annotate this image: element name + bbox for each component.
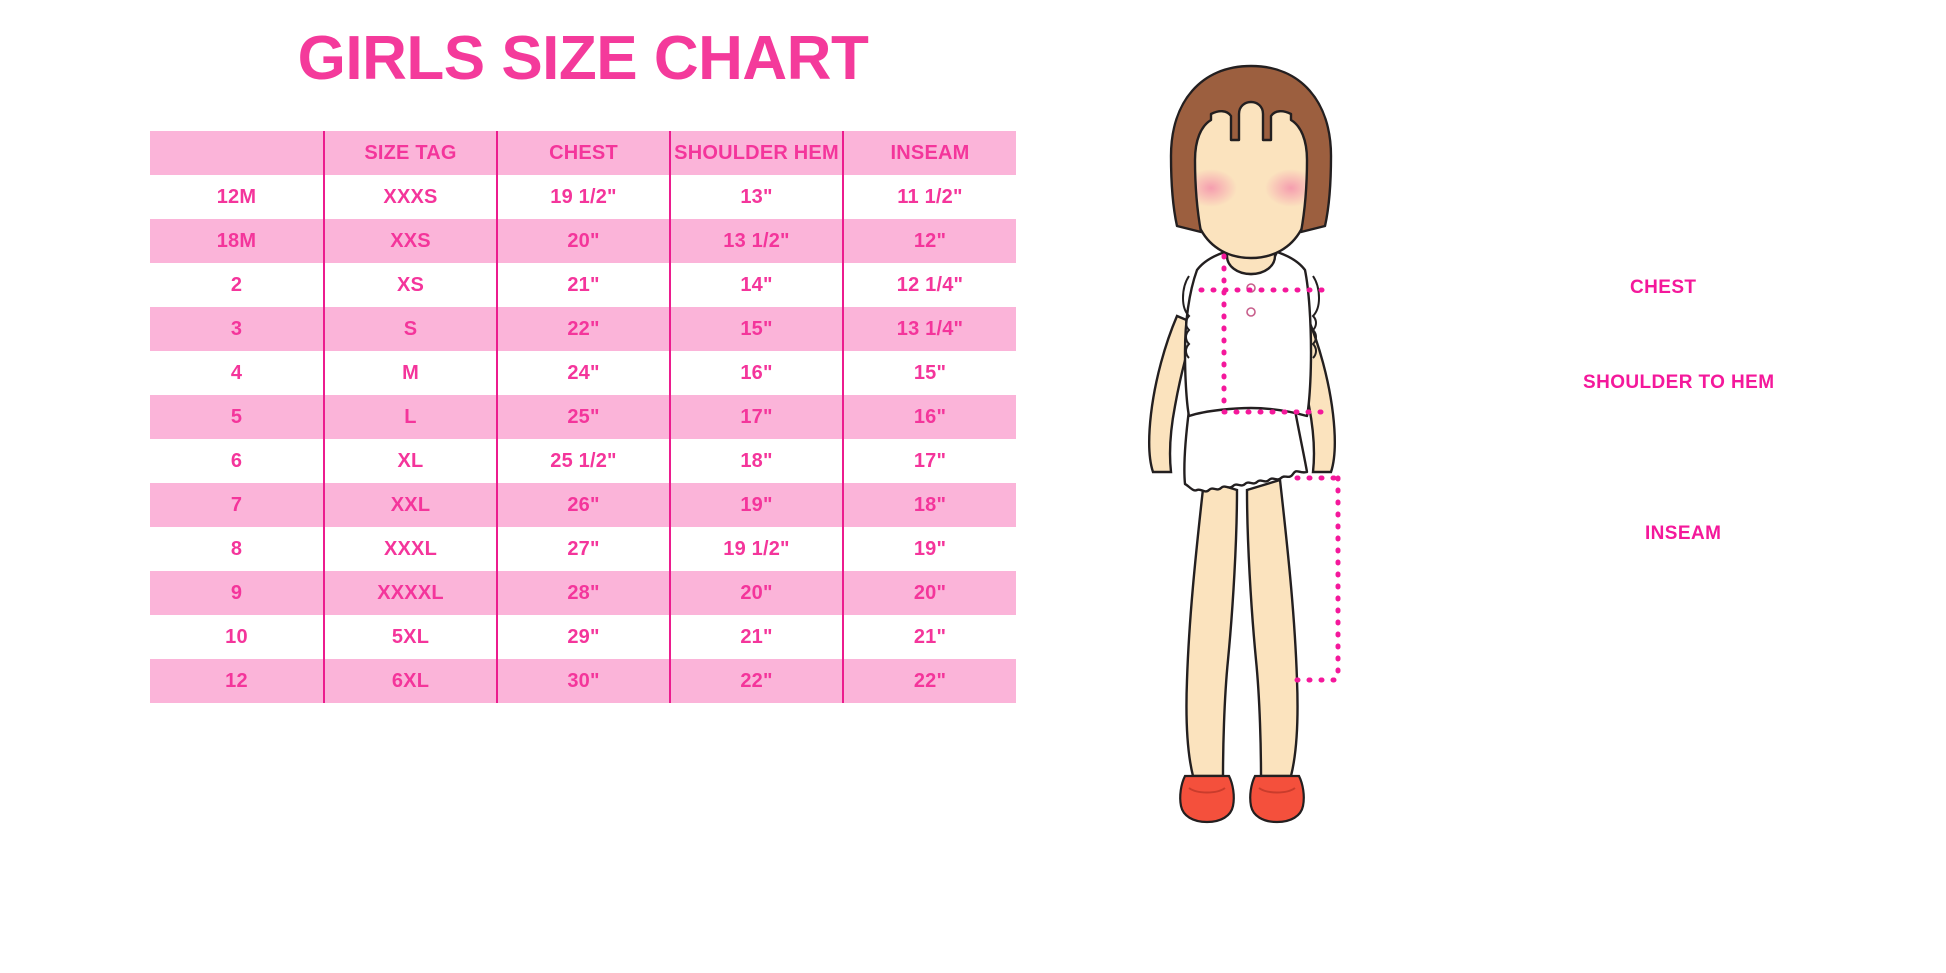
girl-figure-illustration [1085,60,1415,860]
cell-shoulder-hem: 18" [669,439,843,483]
table-row: 12 6XL 30" 22" 22" [150,659,1016,703]
cell-size: 12 [150,659,324,703]
table-header: SIZE TAG CHEST SHOULDER HEM INSEAM [150,131,1016,175]
cheek-blush [1185,169,1237,207]
cell-inseam: 15" [842,351,1016,395]
table-row: 2 XS 21" 14" 12 1/4" [150,263,1016,307]
cell-chest: 30" [496,659,670,703]
cell-size: 12M [150,175,324,219]
cell-size-tag: XXXXL [323,571,497,615]
table-row: 7 XXL 26" 19" 18" [150,483,1016,527]
figure-legs [1185,478,1299,778]
cell-size-tag: M [323,351,497,395]
table-row: 6 XL 25 1/2" 18" 17" [150,439,1016,483]
table-row: 10 5XL 29" 21" 21" [150,615,1016,659]
cell-shoulder-hem: 13" [669,175,843,219]
cell-size: 2 [150,263,324,307]
cell-inseam: 11 1/2" [842,175,1016,219]
size-table: SIZE TAG CHEST SHOULDER HEM INSEAM 12M X… [150,131,1016,703]
cell-chest: 20" [496,219,670,263]
cell-shoulder-hem: 14" [669,263,843,307]
figure-skirt [1183,402,1309,493]
cell-size: 3 [150,307,324,351]
measure-guide-inseam [1294,475,1341,683]
cell-inseam: 17" [842,439,1016,483]
cell-chest: 25 1/2" [496,439,670,483]
cell-size: 18M [150,219,324,263]
size-table-container: SIZE TAG CHEST SHOULDER HEM INSEAM 12M X… [150,131,1016,703]
cell-chest: 22" [496,307,670,351]
cell-chest: 24" [496,351,670,395]
callout-label-chest: CHEST [1630,277,1697,298]
cell-shoulder-hem: 19" [669,483,843,527]
column-header-size [150,131,324,175]
figure-top [1181,250,1321,418]
callout-label-inseam: INSEAM [1645,523,1722,544]
table-row: 9 XXXXL 28" 20" 20" [150,571,1016,615]
cell-shoulder-hem: 13 1/2" [669,219,843,263]
cell-size-tag: XXXL [323,527,497,571]
cell-shoulder-hem: 21" [669,615,843,659]
cell-chest: 29" [496,615,670,659]
table-row: 4 M 24" 16" 15" [150,351,1016,395]
cell-inseam: 13 1/4" [842,307,1016,351]
cell-size-tag: XXS [323,219,497,263]
cell-chest: 25" [496,395,670,439]
cell-chest: 28" [496,571,670,615]
cell-size-tag: L [323,395,497,439]
cell-inseam: 21" [842,615,1016,659]
cell-inseam: 19" [842,527,1016,571]
table-body: 12M XXXS 19 1/2" 13" 11 1/2" 18M XXS 20"… [150,175,1016,703]
cell-size-tag: 5XL [323,615,497,659]
column-header-chest: CHEST [496,131,670,175]
cell-size-tag: XL [323,439,497,483]
cell-size-tag: S [323,307,497,351]
cell-shoulder-hem: 16" [669,351,843,395]
table-header-row: SIZE TAG CHEST SHOULDER HEM INSEAM [150,131,1016,175]
cell-size: 6 [150,439,324,483]
cell-size: 5 [150,395,324,439]
table-row: 18M XXS 20" 13 1/2" 12" [150,219,1016,263]
cell-size-tag: 6XL [323,659,497,703]
cell-inseam: 18" [842,483,1016,527]
cell-shoulder-hem: 22" [669,659,843,703]
cell-chest: 21" [496,263,670,307]
cell-shoulder-hem: 17" [669,395,843,439]
cell-chest: 19 1/2" [496,175,670,219]
cell-size: 9 [150,571,324,615]
column-header-shoulder-hem: SHOULDER HEM [669,131,843,175]
cell-size: 10 [150,615,324,659]
column-header-inseam: INSEAM [842,131,1016,175]
column-header-size-tag: SIZE TAG [323,131,497,175]
cell-inseam: 12 1/4" [842,263,1016,307]
cell-size-tag: XXXS [323,175,497,219]
table-row: 8 XXXL 27" 19 1/2" 19" [150,527,1016,571]
cell-size-tag: XXL [323,483,497,527]
cell-inseam: 20" [842,571,1016,615]
cell-shoulder-hem: 20" [669,571,843,615]
callout-label-shoulder-to-hem: SHOULDER TO HEM [1583,372,1775,393]
cell-size-tag: XS [323,263,497,307]
cheek-blush [1265,169,1317,207]
cell-chest: 27" [496,527,670,571]
page-title: GIRLS SIZE CHART [297,24,869,93]
table-row: 3 S 22" 15" 13 1/4" [150,307,1016,351]
cell-inseam: 12" [842,219,1016,263]
cell-inseam: 22" [842,659,1016,703]
cell-inseam: 16" [842,395,1016,439]
measure-guide-shoulder-to-hem [1221,253,1328,415]
cell-size: 8 [150,527,324,571]
cell-chest: 26" [496,483,670,527]
cell-shoulder-hem: 15" [669,307,843,351]
cell-shoulder-hem: 19 1/2" [669,527,843,571]
cell-size: 7 [150,483,324,527]
table-row: 5 L 25" 17" 16" [150,395,1016,439]
table-row: 12M XXXS 19 1/2" 13" 11 1/2" [150,175,1016,219]
figure-hair [1169,64,1333,234]
figure-shoes [1179,774,1305,824]
button-icon [1246,307,1256,317]
cell-size: 4 [150,351,324,395]
